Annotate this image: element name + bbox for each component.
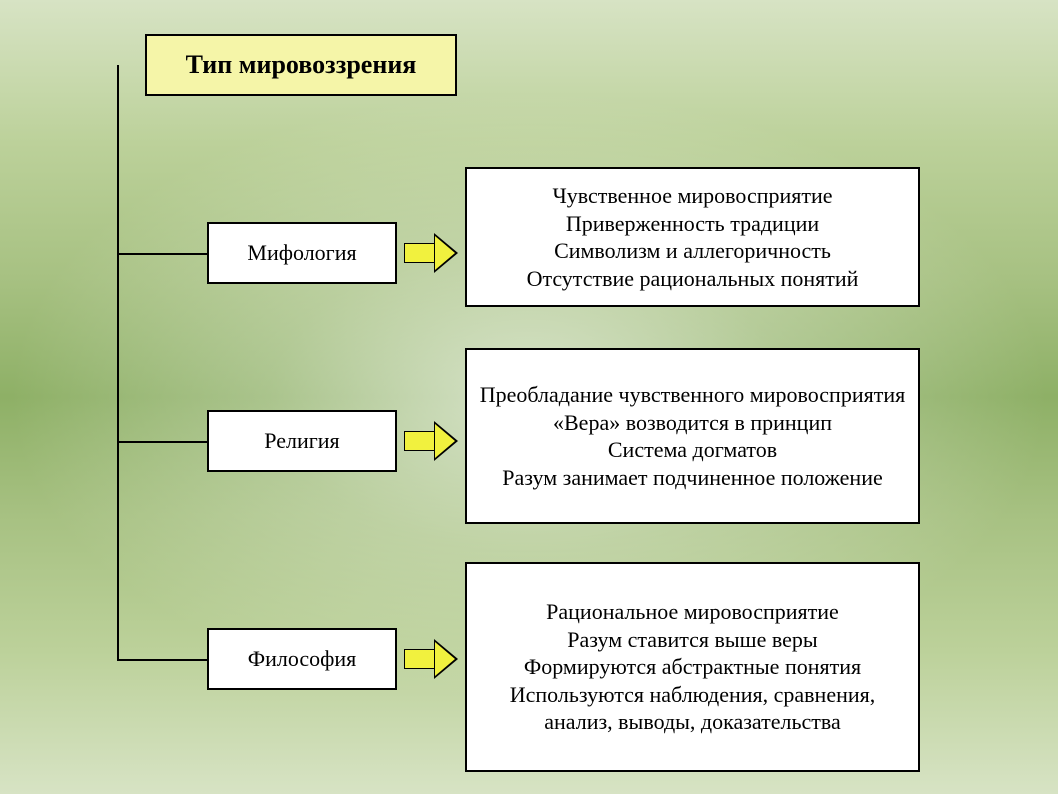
description-line: Система догматов (608, 436, 777, 464)
description-box: Рациональное мировосприятиеРазум ставитс… (465, 562, 920, 772)
title-box: Тип мировоззрения (145, 34, 457, 96)
type-box: Философия (207, 628, 397, 690)
description-line: Разум ставится выше веры (567, 626, 817, 654)
type-box: Мифология (207, 222, 397, 284)
connector-branch (117, 659, 207, 661)
description-line: Рациональное мировосприятие (546, 598, 839, 626)
connector-branch (117, 253, 207, 255)
connector-trunk (117, 65, 119, 660)
description-box: Преобладание чувственного мировосприятия… (465, 348, 920, 524)
type-box: Религия (207, 410, 397, 472)
connector-branch (117, 441, 207, 443)
description-line: Приверженность традиции (566, 210, 819, 238)
description-line: Отсутствие рациональных понятий (527, 265, 859, 293)
arrow-icon (404, 233, 458, 273)
description-box: Чувственное мировосприятиеПриверженность… (465, 167, 920, 307)
description-line: Преобладание чувственного мировосприятия (480, 381, 905, 409)
description-line: Формируются абстрактные понятия (524, 653, 861, 681)
arrow-icon (404, 639, 458, 679)
description-line: «Вера» возводится в принцип (553, 409, 832, 437)
description-line: Символизм и аллегоричность (554, 237, 831, 265)
description-line: Чувственное мировосприятие (552, 182, 832, 210)
description-line: Используются наблюдения, сравнения, анал… (479, 681, 906, 736)
description-line: Разум занимает подчиненное положение (502, 464, 882, 492)
arrow-icon (404, 421, 458, 461)
